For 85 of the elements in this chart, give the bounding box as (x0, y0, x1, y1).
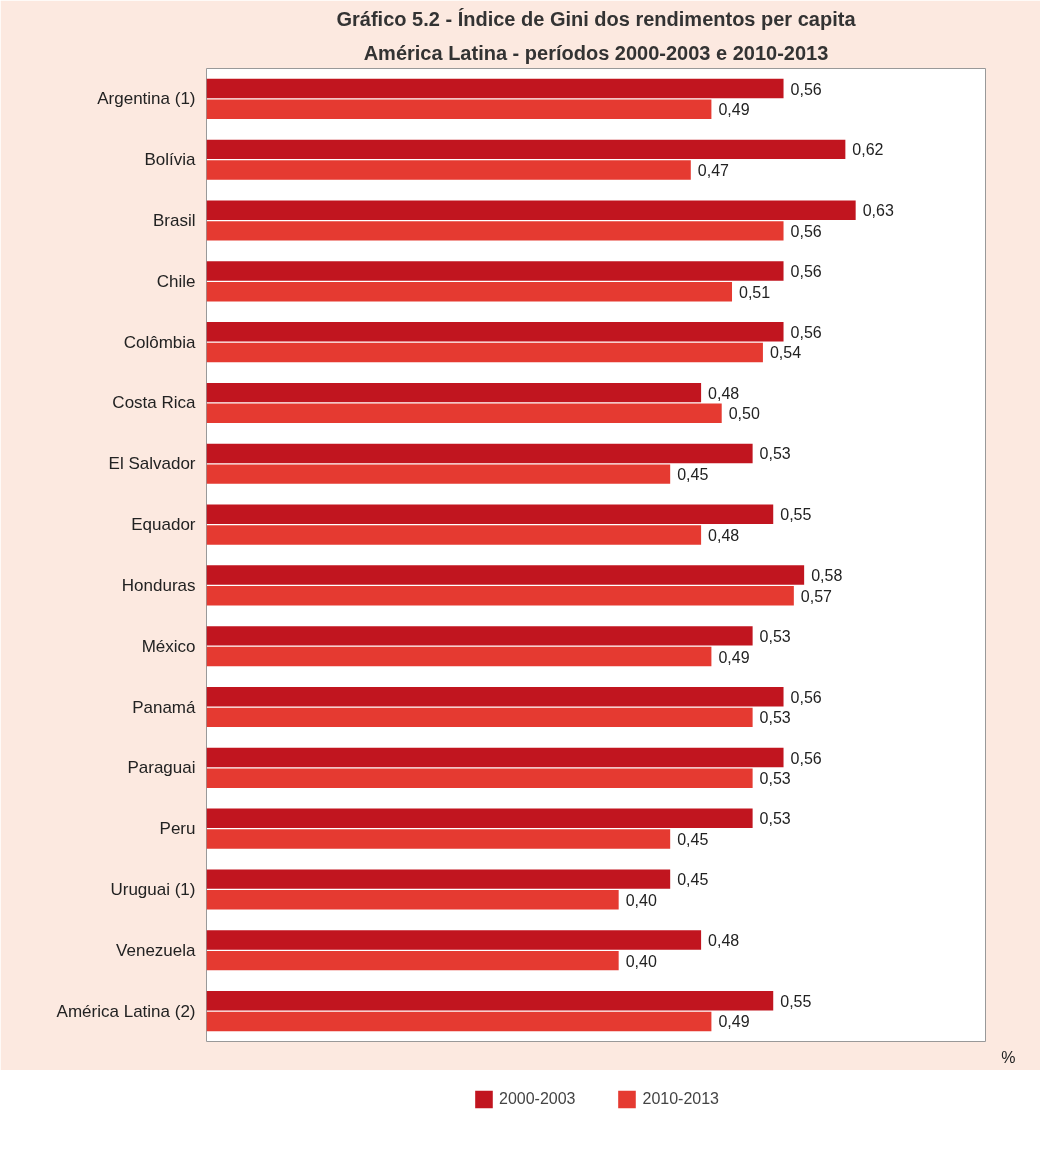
bar (206, 565, 805, 585)
bar (206, 991, 774, 1011)
data-label: 0,40 (625, 891, 657, 909)
y-tick-label: Uruguai (1) (110, 879, 196, 899)
bar (206, 342, 763, 363)
bar (206, 78, 784, 99)
bar (206, 1011, 712, 1032)
bar (206, 160, 691, 180)
data-label: 0,49 (718, 648, 750, 666)
data-label: 0,48 (708, 931, 740, 949)
data-label: 0,58 (811, 567, 843, 585)
data-label: 0,56 (790, 688, 822, 706)
y-tick-label: Paraguai (127, 758, 196, 778)
y-tick-label: Peru (159, 819, 196, 839)
data-label: 0,48 (708, 384, 740, 402)
bar (206, 707, 753, 728)
data-label: 0,54 (769, 344, 802, 362)
data-label: 0,45 (677, 466, 709, 484)
bar (206, 808, 753, 829)
text: % (1001, 1048, 1016, 1066)
bar (206, 200, 856, 220)
y-tick-label: El Salvador (108, 454, 196, 474)
data-label: 0,53 (759, 627, 791, 645)
bar (206, 890, 619, 910)
data-label: 0,47 (697, 162, 730, 180)
y-tick-label: Equador (131, 515, 196, 535)
bar (206, 829, 671, 849)
data-label: 0,62 (852, 141, 884, 159)
chart-title: Gráfico 5.2 - Índice de Gini dos rendimentos per capita (336, 7, 857, 30)
data-label: 0,56 (790, 263, 822, 281)
y-tick-label: Argentina (1) (97, 89, 196, 109)
bar (206, 586, 794, 606)
data-label: 0,45 (677, 830, 709, 848)
bar (206, 382, 702, 403)
y-tick-label: Panamá (132, 697, 197, 717)
bar (206, 686, 784, 707)
y-tick-label: Costa Rica (112, 393, 197, 413)
y-tick-label: Brasil (152, 211, 196, 231)
bar (206, 646, 712, 667)
y-tick-label: Bolívia (144, 150, 197, 170)
bar (206, 464, 671, 484)
bar (206, 139, 846, 160)
data-label: 0,55 (780, 506, 812, 524)
data-label: 0,40 (625, 952, 657, 970)
y-tick-label: México (141, 636, 196, 656)
bar (206, 869, 671, 889)
bar (206, 747, 784, 768)
y-tick-label: Venezuela (116, 940, 197, 960)
data-label: 0,57 (800, 587, 833, 605)
y-tick-label: Chile (156, 271, 196, 291)
data-label: 0,56 (790, 80, 822, 98)
bar (206, 525, 702, 545)
data-label: 0,63 (862, 202, 894, 220)
bar (206, 99, 712, 119)
data-label: 0,53 (759, 445, 791, 463)
data-label: 0,49 (718, 101, 750, 119)
data-label: 0,56 (790, 323, 822, 341)
data-label: 0,56 (790, 749, 822, 767)
bar (206, 504, 774, 524)
data-label: 0,49 (718, 1013, 750, 1031)
chart-subtitle: América Latina - períodos 2000-2003 e 2010-2013 (363, 41, 829, 64)
y-tick-label: Honduras (121, 575, 196, 595)
bar (206, 281, 733, 302)
bar (206, 626, 753, 646)
data-label: 0,51 (739, 283, 771, 301)
data-label: 0,50 (728, 405, 760, 423)
data-label: 0,56 (790, 222, 822, 240)
bar (206, 261, 784, 281)
bar (206, 950, 619, 971)
data-label: 0,45 (677, 871, 709, 889)
data-label: 0,48 (708, 526, 740, 544)
legend-label: 2010-2013 (642, 1090, 720, 1108)
bar (206, 322, 784, 342)
y-tick-label: Colômbia (123, 332, 197, 352)
bar (206, 403, 722, 424)
y-tick-label: América Latina (2) (56, 1001, 196, 1021)
bar (206, 768, 753, 788)
legend-label: 2000-2003 (498, 1090, 576, 1108)
data-label: 0,55 (780, 992, 812, 1010)
bar (206, 930, 702, 950)
data-label: 0,53 (759, 709, 791, 727)
data-label: 0,53 (759, 770, 791, 788)
bar (206, 221, 784, 241)
data-label: 0,53 (759, 810, 791, 828)
bar (206, 443, 753, 464)
